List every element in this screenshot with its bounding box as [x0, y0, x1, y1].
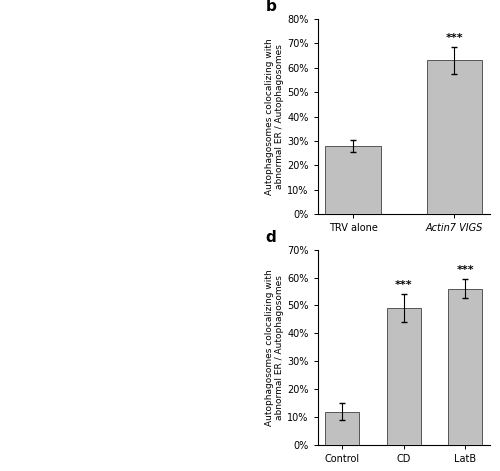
Bar [426, 60, 482, 214]
Bar [448, 289, 482, 445]
Bar [326, 412, 359, 445]
Y-axis label: Autophagosomes colocalizing with
abnormal ER / Autophagosomes: Autophagosomes colocalizing with abnorma… [265, 269, 284, 426]
Bar [326, 146, 381, 214]
Text: ***: *** [446, 33, 463, 43]
Y-axis label: Autophagosomes colocalizing with
abnormal ER / Autophagosomes: Autophagosomes colocalizing with abnorma… [265, 38, 284, 195]
Text: ***: *** [395, 280, 412, 290]
Text: d: d [266, 230, 276, 245]
Bar [387, 309, 420, 445]
Text: ***: *** [456, 265, 474, 275]
Text: b: b [266, 0, 276, 14]
